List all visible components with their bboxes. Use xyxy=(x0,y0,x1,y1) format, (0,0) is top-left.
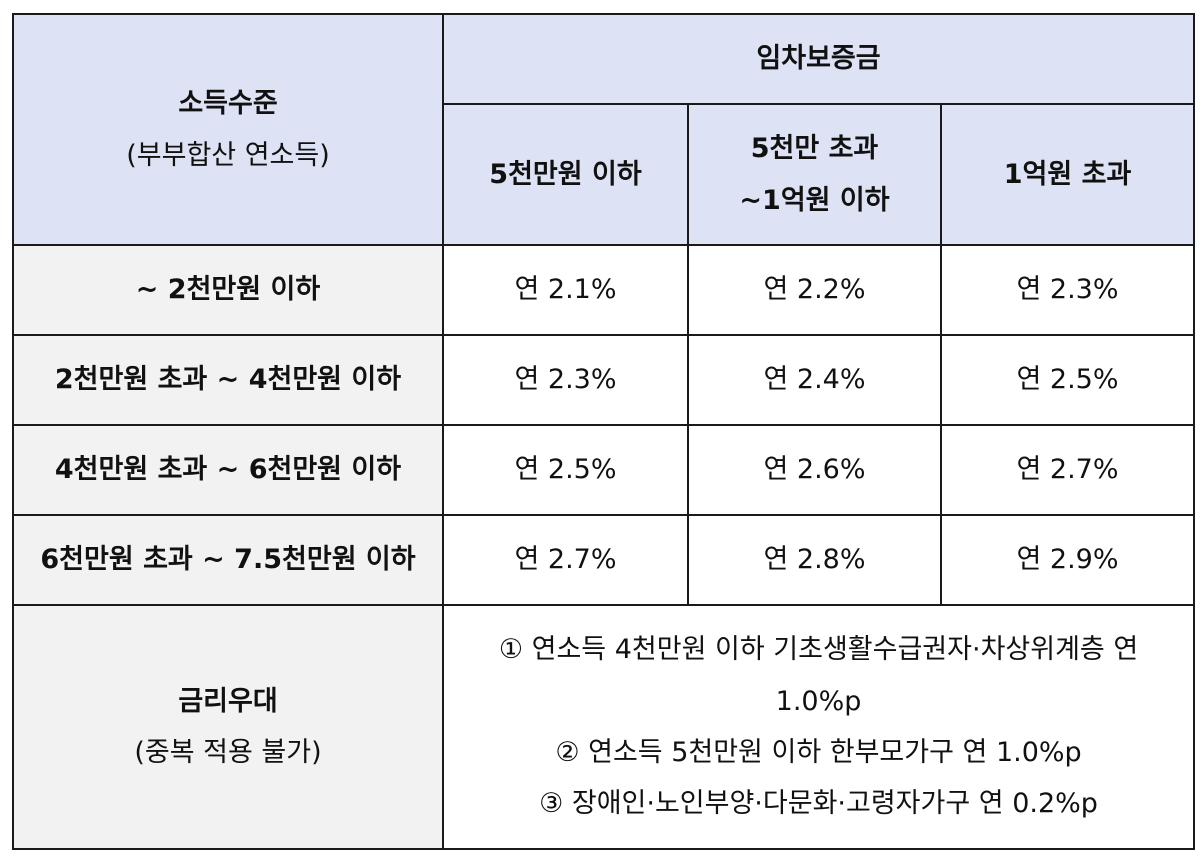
rate-cell: 연 2.4% xyxy=(687,334,942,426)
benefit-item-1: ① 연소득 4천만원 이하 기초생활수급권자·차상위계층 연 xyxy=(498,634,1139,666)
rate-cell: 연 2.9% xyxy=(939,514,1196,606)
benefit-row: 금리우대 (중복 적용 불가) ① 연소득 4천만원 이하 기초생활수급권자·차… xyxy=(12,604,1196,850)
rate-cell: 연 2.7% xyxy=(442,514,689,606)
rate-cell: 연 2.5% xyxy=(442,424,689,516)
table-row: 6천만원 초과 ~ 7.5천만원 이하 연 2.7% 연 2.8% 연 2.9% xyxy=(12,514,1196,606)
income-row-label: 6천만원 초과 ~ 7.5천만원 이하 xyxy=(12,514,444,606)
benefit-item-1-cont: 1.0%p xyxy=(775,685,862,717)
rate-cell: 연 2.5% xyxy=(939,334,1196,426)
table-row: 2천만원 초과 ~ 4천만원 이하 연 2.3% 연 2.4% 연 2.5% xyxy=(12,334,1196,426)
income-level-title: 소득수준 xyxy=(178,88,278,120)
benefit-title: 금리우대 xyxy=(178,685,278,717)
rate-cell: 연 2.7% xyxy=(939,424,1196,516)
benefit-subtitle: (중복 적용 불가) xyxy=(134,737,322,768)
rate-cell: 연 2.3% xyxy=(939,244,1196,336)
rate-cell: 연 2.8% xyxy=(687,514,942,606)
income-row-label: 4천만원 초과 ~ 6천만원 이하 xyxy=(12,424,444,516)
rate-cell: 연 2.2% xyxy=(687,244,942,336)
benefit-label: 금리우대 (중복 적용 불가) xyxy=(12,604,444,850)
benefit-details: ① 연소득 4천만원 이하 기초생활수급권자·차상위계층 연 1.0%p ② 연… xyxy=(441,604,1196,850)
benefit-item-2: ② 연소득 5천만원 이하 한부모가구 연 1.0%p xyxy=(555,737,1082,768)
rate-cell: 연 2.6% xyxy=(687,424,942,516)
rate-cell: 연 2.3% xyxy=(442,334,689,426)
income-level-subtitle: (부부합산 연소득) xyxy=(126,139,330,171)
benefit-item-3: ③ 장애인·노인부양·다문화·고령자가구 연 0.2%p xyxy=(539,788,1098,820)
deposit-col-under-50m: 5천만원 이하 xyxy=(442,103,689,246)
income-row-label: 2천만원 초과 ~ 4천만원 이하 xyxy=(12,334,444,426)
deposit-col-50m-100m-line1: 5천만 초과 xyxy=(750,133,879,165)
deposit-col-50m-100m-line2: ~1억원 이하 xyxy=(739,184,890,216)
interest-rate-table: 소득수준 (부부합산 연소득) 임차보증금 5천만원 이하 5천만 초과 ~1억… xyxy=(12,13,1196,850)
rate-cell: 연 2.1% xyxy=(442,244,689,336)
deposit-header: 임차보증금 xyxy=(441,13,1196,105)
table-row: ~ 2천만원 이하 연 2.1% 연 2.2% 연 2.3% xyxy=(12,244,1196,336)
income-row-label: ~ 2천만원 이하 xyxy=(12,244,444,336)
deposit-col-over-100m: 1억원 초과 xyxy=(939,103,1196,246)
deposit-col-50m-100m: 5천만 초과 ~1억원 이하 xyxy=(687,103,942,246)
income-level-header: 소득수준 (부부합산 연소득) xyxy=(12,13,444,246)
table-row: 4천만원 초과 ~ 6천만원 이하 연 2.5% 연 2.6% 연 2.7% xyxy=(12,424,1196,516)
